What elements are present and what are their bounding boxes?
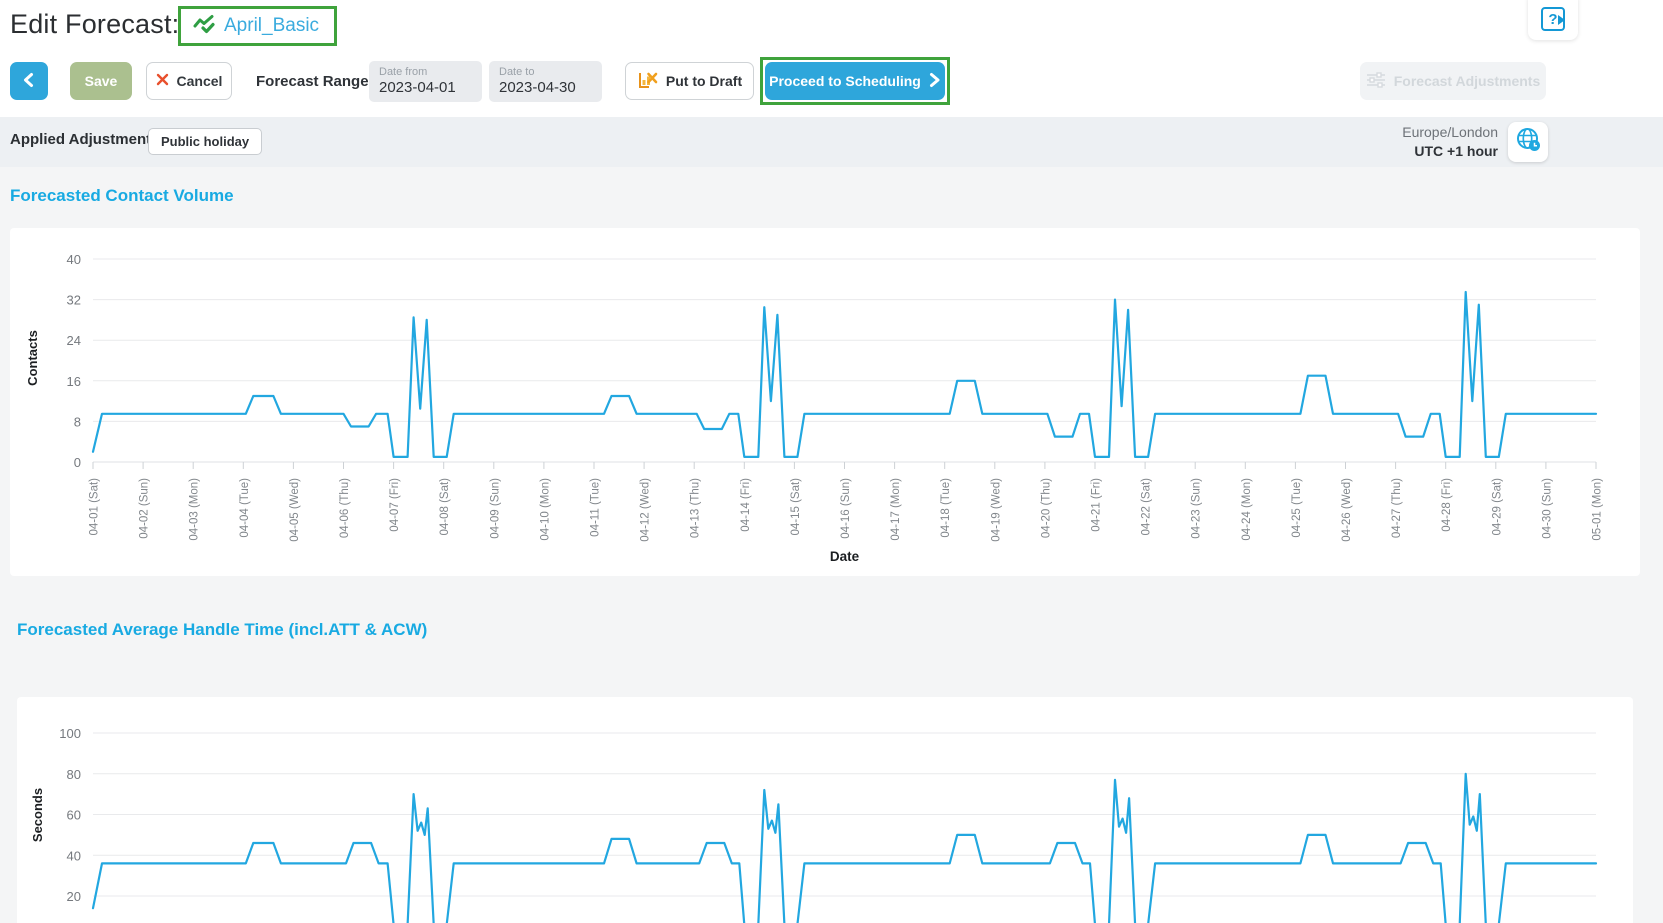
y-tick-label: 8 (74, 414, 81, 429)
x-tick-label: 04-28 (Fri) (1441, 478, 1453, 532)
timezone-region: Europe/London (1402, 124, 1498, 140)
x-tick-label: 04-22 (Sat) (1141, 478, 1153, 536)
timezone-button[interactable] (1508, 122, 1548, 162)
applied-adjustments-label: Applied Adjustments: (10, 131, 165, 148)
adjustment-chip-public-holiday[interactable]: Public holiday (148, 128, 263, 155)
y-tick-label: 60 (67, 808, 81, 823)
timezone-offset: UTC +1 hour (1414, 143, 1498, 159)
forecast-range-label: Forecast Range: (256, 73, 374, 90)
y-axis-title: Seconds (30, 788, 45, 842)
page-title: Edit Forecast: (10, 9, 180, 39)
y-tick-label: 16 (67, 374, 81, 389)
x-mark-icon (156, 73, 169, 89)
series-line (91, 772, 1598, 923)
sliders-icon (1366, 71, 1386, 91)
x-tick-label: 04-21 (Fri) (1091, 478, 1103, 532)
x-tick-label: 04-14 (Fri) (740, 478, 752, 532)
x-tick-label: 04-02 (Sun) (139, 478, 151, 539)
x-tick-label: 05-01 (Mon) (1592, 478, 1604, 541)
contact-volume-chart: 0 8 16 24 32 40 04-01 (Sat) 04-02 (Sun) 04-03 (M… (25, 252, 1604, 564)
applied-adjustments-bar: Applied Adjustments: Public holiday Euro… (0, 117, 1663, 167)
x-tick-label: 04-30 (Sun) (1541, 478, 1553, 539)
date-from-field[interactable]: Date from 2023-04-01 (369, 61, 482, 102)
forecast-adjustments-button: Forecast Adjustments (1360, 62, 1546, 100)
date-to-value: 2023-04-30 (499, 79, 576, 96)
x-axis-title: Date (830, 549, 860, 564)
proceed-annotation-box: Proceed to Scheduling (760, 57, 950, 105)
y-tick-label: 100 (59, 726, 81, 741)
proceed-to-scheduling-button[interactable]: Proceed to Scheduling (765, 62, 945, 100)
x-tick-label: 04-10 (Mon) (539, 478, 551, 541)
y-tick-label: 32 (67, 293, 81, 308)
contact-volume-chart-card: 0 8 16 24 32 40 04-01 (Sat) 04-02 (Sun) 04-03 (M… (10, 228, 1640, 576)
x-tick-label: 04-17 (Mon) (890, 478, 902, 541)
x-tick-label: 04-27 (Thu) (1391, 478, 1403, 538)
date-from-value: 2023-04-01 (379, 79, 456, 96)
y-tick-label: 80 (67, 767, 81, 782)
back-button[interactable] (10, 62, 48, 100)
aht-heading: Forecasted Average Handle Time (incl.ATT… (17, 620, 428, 639)
date-from-label: Date from (379, 66, 428, 78)
forecast-name: April_Basic (224, 15, 320, 36)
y-tick-label: 40 (67, 252, 81, 267)
series-line (91, 290, 1598, 458)
x-tick-label: 04-20 (Thu) (1040, 478, 1052, 538)
header: Edit Forecast: April_Basic ? Save (0, 0, 1663, 117)
x-tick-label: 04-29 (Sat) (1491, 478, 1503, 536)
put-to-draft-button[interactable]: Put to Draft (625, 62, 754, 100)
x-tick-label: 04-13 (Thu) (690, 478, 702, 538)
x-tick-label: 04-06 (Thu) (339, 478, 351, 538)
x-tick-label: 04-03 (Mon) (189, 478, 201, 541)
forecast-name-box[interactable]: April_Basic (178, 6, 338, 46)
x-tick-label: 04-15 (Sat) (790, 478, 802, 536)
x-tick-label: 04-25 (Tue) (1291, 478, 1303, 538)
globe-clock-icon (1515, 126, 1542, 158)
contact-volume-heading: Forecasted Contact Volume (10, 186, 234, 205)
chevron-right-icon (929, 72, 941, 91)
chart-x-icon (637, 70, 658, 93)
aht-chart: 20 40 60 80 100 Seconds (30, 726, 1598, 923)
x-tick-label: 04-08 (Sat) (439, 478, 451, 536)
y-tick-label: 20 (67, 889, 81, 904)
save-button[interactable]: Save (70, 62, 132, 100)
y-tick-label: 24 (67, 333, 81, 348)
x-tick-label: 04-11 (Tue) (590, 478, 602, 537)
x-tick-label: 04-26 (Wed) (1341, 478, 1353, 542)
aht-chart-card: 20 40 60 80 100 Seconds (17, 697, 1633, 923)
y-tick-label: 40 (67, 848, 81, 863)
chevron-left-icon (21, 72, 37, 91)
help-card: ? (1528, 0, 1578, 40)
put-to-draft-label: Put to Draft (665, 73, 743, 89)
y-tick-label: 0 (74, 455, 81, 470)
toolbar: Save Cancel Forecast Range: Date from 20… (0, 57, 1663, 105)
cancel-label: Cancel (176, 73, 223, 89)
x-tick-label: 04-04 (Tue) (239, 478, 251, 538)
x-tick-label: 04-18 (Tue) (940, 478, 952, 538)
x-tick-label: 04-24 (Mon) (1241, 478, 1253, 541)
x-tick-label: 04-19 (Wed) (990, 478, 1002, 542)
cancel-button[interactable]: Cancel (146, 62, 232, 100)
x-tick-label: 04-09 (Sun) (489, 478, 501, 539)
x-tick-label: 04-07 (Fri) (389, 478, 401, 532)
proceed-label: Proceed to Scheduling (769, 73, 921, 89)
timezone-info: Europe/London UTC +1 hour (1298, 123, 1498, 161)
forecast-adjustments-label: Forecast Adjustments (1393, 73, 1541, 89)
y-axis-title: Contacts (25, 330, 40, 386)
x-tick-label: 04-12 (Wed) (640, 478, 652, 542)
forecast-chart-check-icon (193, 14, 215, 39)
x-tick-label: 04-23 (Sun) (1191, 478, 1203, 539)
help-icon[interactable]: ? (1541, 7, 1565, 31)
x-tick-label: 04-16 (Sun) (840, 478, 852, 539)
date-to-field[interactable]: Date to 2023-04-30 (489, 61, 602, 102)
x-tick-label: 04-01 (Sat) (89, 478, 101, 536)
date-to-label: Date to (499, 66, 535, 78)
x-tick-label: 04-05 (Wed) (289, 478, 301, 542)
